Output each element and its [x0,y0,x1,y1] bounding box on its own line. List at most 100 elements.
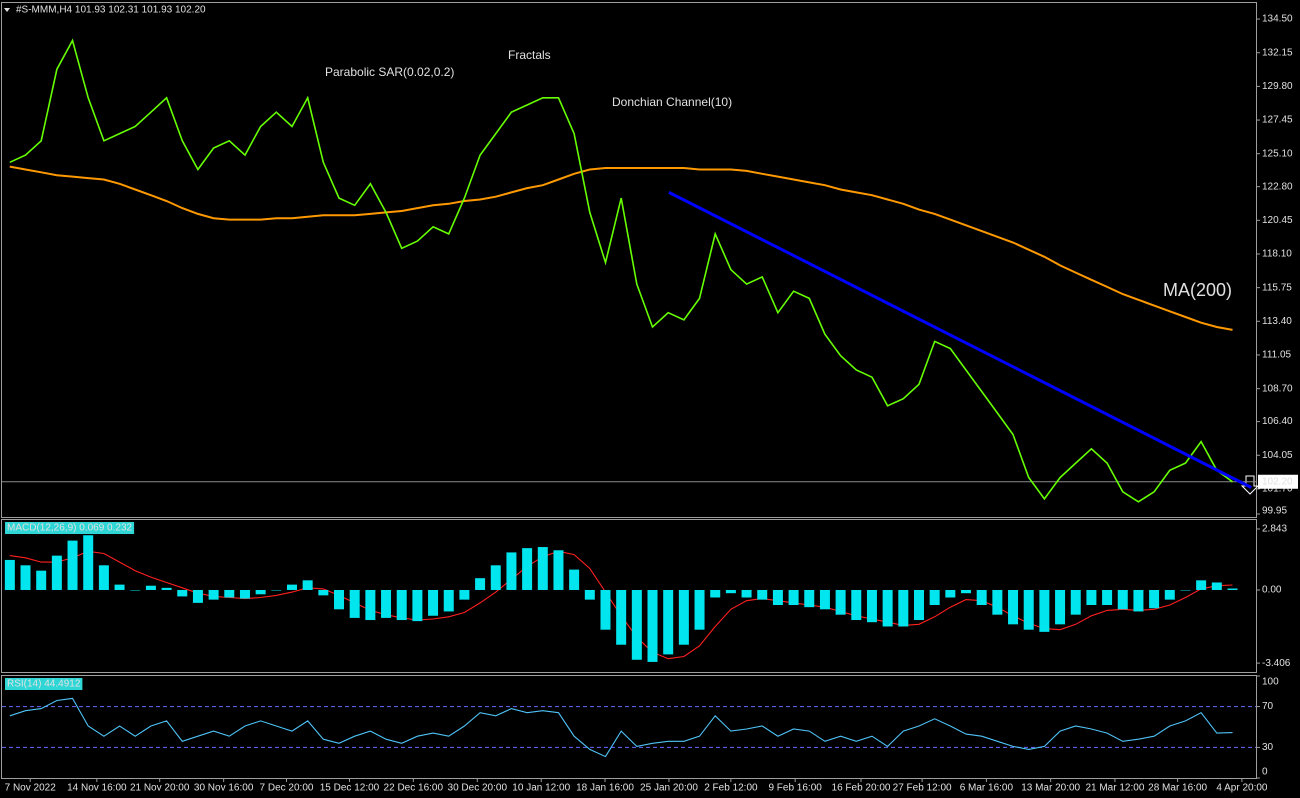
histogram-bar [98,565,109,590]
x-tick-label: 30 Dec 20:00 [448,783,508,794]
histogram-bar [334,589,345,610]
histogram-bar [1039,589,1050,632]
histogram-bar [239,589,250,599]
histogram-bar [1117,589,1128,610]
histogram-bar [976,589,987,606]
x-tick-label: 15 Dec 12:00 [320,783,380,794]
histogram-bar [1164,589,1175,600]
histogram-bar [1180,589,1191,591]
y-tick-label: 0 [1262,767,1268,778]
x-tick-label: 18 Jan 16:00 [576,783,634,794]
histogram-bar [663,589,674,655]
histogram-bar [1070,589,1081,615]
y-tick-label: 104.05 [1262,450,1293,461]
histogram-bar [255,589,266,595]
x-tick-label: 22 Dec 16:00 [384,783,444,794]
histogram-bar [835,589,846,615]
trend-line [668,191,1252,489]
histogram-bar [584,589,595,600]
y-tick-label: 99.95 [1262,506,1287,517]
x-tick-label: 30 Nov 16:00 [194,783,254,794]
panel-title-box [5,522,135,534]
histogram-bar [1133,589,1144,612]
x-tick-label: 21 Nov 20:00 [130,783,190,794]
indicator-line [9,165,1233,331]
y-tick-label: 132.15 [1262,47,1293,58]
histogram-bar [318,589,329,596]
y-tick-label: -3.406 [1262,658,1291,669]
y-tick-label: 0.00 [1262,585,1282,596]
y-tick-label: 30 [1262,742,1274,753]
histogram-bar [600,589,611,630]
x-tick-label: 13 Mar 20:00 [1021,783,1080,794]
main-panel-frame [1,2,1257,518]
panel-title: MACD(12,26,9) 0.069 0.232 [7,523,133,534]
histogram-bar [381,589,392,618]
x-tick-label: 28 Mar 16:00 [1148,783,1207,794]
histogram-bar [694,589,705,630]
histogram-bar [1227,588,1238,590]
x-tick-label: 10 Jan 12:00 [512,783,570,794]
annotation: Parabolic SAR(0.02,0.2) [325,65,454,79]
histogram-bar [443,589,454,612]
histogram-bar [710,589,721,598]
y-tick-label: 106.40 [1262,416,1293,427]
histogram-bar [898,589,909,627]
histogram-bar [506,552,517,590]
histogram-bar [224,589,235,598]
histogram-bar [475,578,486,590]
x-tick-label: 21 Mar 12:00 [1085,783,1144,794]
y-tick-label: 115.75 [1262,282,1292,293]
histogram-bar [36,570,47,590]
rsi-panel-frame [1,675,1257,779]
panel-title-box [5,678,83,690]
y-tick-label: 129.80 [1262,81,1293,92]
histogram-bar [616,589,627,645]
histogram-bar [929,589,940,606]
x-tick-label: 25 Jan 20:00 [640,783,698,794]
histogram-bar [365,589,376,621]
histogram-bar [20,565,31,590]
x-tick-label: 7 Nov 2022 [5,783,57,794]
y-tick-label: 118.10 [1262,249,1292,260]
histogram-bar [412,589,423,622]
histogram-bar [537,547,548,590]
panel-title: RSI(14) 44.4912 [7,679,81,690]
histogram-bar [1102,589,1113,606]
x-tick-label: 2 Feb 12:00 [704,783,758,794]
histogram-bar [945,589,956,598]
last-price-box [1258,474,1298,489]
histogram-bar [1086,589,1097,606]
histogram-bar [1008,589,1019,625]
histogram-bar [67,540,78,590]
y-tick-label: 134.50 [1262,14,1293,25]
histogram-bar [271,589,282,591]
histogram-bar [51,555,62,590]
histogram-bar [459,589,470,600]
histogram-bar [4,559,15,590]
histogram-bar [819,589,830,610]
histogram-bar [757,589,768,600]
x-tick-label: 7 Dec 20:00 [260,783,314,794]
last-price-label: 102.20 [1262,476,1293,487]
y-tick-label: 122.80 [1262,181,1293,192]
histogram-bar [961,589,972,594]
histogram-bar [851,589,862,621]
y-tick-label: 100 [1262,677,1279,688]
histogram-bar [349,589,360,618]
x-tick-label: 9 Feb 16:00 [768,783,822,794]
y-tick-label: 113.40 [1262,316,1292,327]
histogram-bar [522,548,533,590]
y-tick-label: 101.70 [1262,484,1293,495]
histogram-bar [177,589,188,597]
histogram-bar [1196,580,1207,590]
histogram-bar [788,589,799,606]
histogram-bar [428,589,439,616]
histogram-bar [647,589,658,662]
histogram-bar [992,589,1003,615]
histogram-bar [161,587,172,590]
histogram-bar [192,589,203,603]
histogram-bar [804,589,815,608]
